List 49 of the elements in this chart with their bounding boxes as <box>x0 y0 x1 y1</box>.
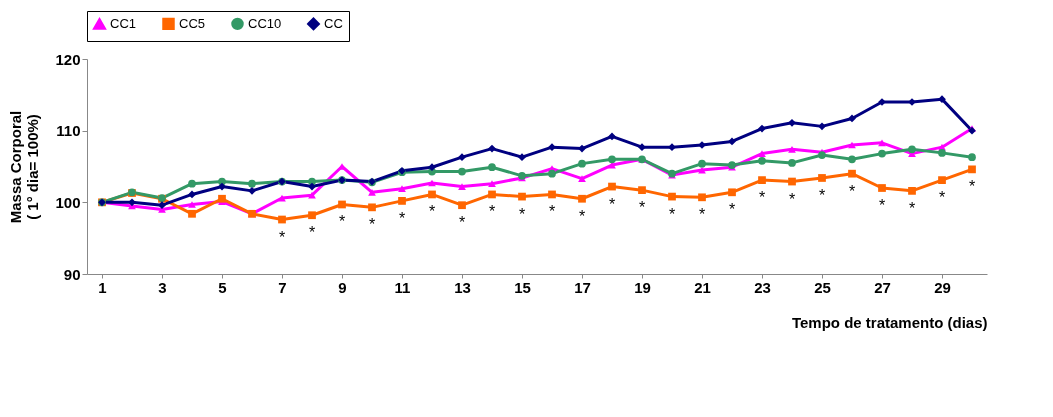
x-tick-label: 21 <box>694 278 711 296</box>
y-tick-label: 110 <box>56 122 81 140</box>
annotation: * <box>878 197 886 214</box>
x-tick-label: 17 <box>574 278 591 296</box>
legend-label: CC10 <box>248 15 282 31</box>
legend-label: CC5 <box>179 15 206 31</box>
annotation: * <box>338 213 346 231</box>
x-tick-label: 9 <box>338 278 347 296</box>
annotation: * <box>818 186 826 204</box>
x-tick-label: 3 <box>158 278 167 296</box>
annotation: * <box>488 203 496 221</box>
x-tick-label: 15 <box>514 278 531 296</box>
x-tick-label: 23 <box>754 278 771 296</box>
annotation: * <box>458 214 466 232</box>
annotation: * <box>308 224 316 242</box>
x-tick-label: 25 <box>814 278 831 296</box>
annotation: * <box>758 189 766 207</box>
annotation: * <box>968 178 976 196</box>
x-tick-label: 19 <box>634 278 651 296</box>
annotation: * <box>398 209 406 227</box>
annotation: * <box>938 189 946 207</box>
legend-label: CC1 <box>110 16 137 32</box>
annotation: * <box>848 182 856 200</box>
annotation: * <box>908 199 916 217</box>
annotation: * <box>518 205 526 223</box>
annotation: * <box>368 216 376 234</box>
y-tick-label: 90 <box>63 265 81 283</box>
annotation: * <box>698 206 706 224</box>
annotation: * <box>428 203 436 221</box>
x-axis-title: Tempo de tratamento (dias) <box>791 313 988 331</box>
annotation: * <box>638 199 646 217</box>
y-axis-title: Massa Corporal ( 1° dia= 100%) <box>7 110 42 224</box>
x-tick-label: 29 <box>934 278 951 296</box>
annotation: * <box>728 201 736 219</box>
x-tick-label: 1 <box>98 278 107 296</box>
x-tick-label: 27 <box>874 278 891 296</box>
x-tick-label: 13 <box>454 278 471 296</box>
y-tick-label: 120 <box>55 50 81 68</box>
legend-label: CC <box>324 15 343 31</box>
annotation: * <box>788 190 796 208</box>
x-tick-label: 5 <box>218 278 227 296</box>
y-tick-label: 100 <box>55 193 81 211</box>
annotation: * <box>578 207 586 225</box>
annotation: * <box>608 195 616 213</box>
x-tick-label: 11 <box>394 278 411 296</box>
annotation: * <box>668 205 676 223</box>
annotation: * <box>548 203 556 221</box>
annotation: * <box>278 228 286 246</box>
x-tick-label: 7 <box>278 278 287 296</box>
